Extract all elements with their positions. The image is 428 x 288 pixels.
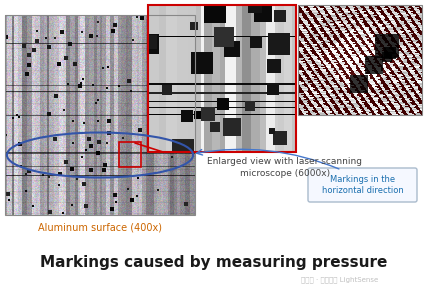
Text: Markings caused by measuring pressure: Markings caused by measuring pressure	[40, 255, 388, 270]
Text: Markings in the
horizontal direction: Markings in the horizontal direction	[321, 175, 403, 195]
Bar	[5, 15, 195, 215]
FancyBboxPatch shape	[308, 168, 417, 202]
Bar	[148, 5, 296, 152]
Text: Aluminum surface (400x): Aluminum surface (400x)	[38, 223, 162, 233]
Text: 公众号 · 疏芚科技 LightSense: 公众号 · 疏芚科技 LightSense	[301, 277, 379, 283]
Bar	[119, 142, 141, 167]
Bar	[298, 5, 422, 115]
Text: Enlarged view with laser scanning
microscope (6000x): Enlarged view with laser scanning micros…	[208, 157, 363, 179]
